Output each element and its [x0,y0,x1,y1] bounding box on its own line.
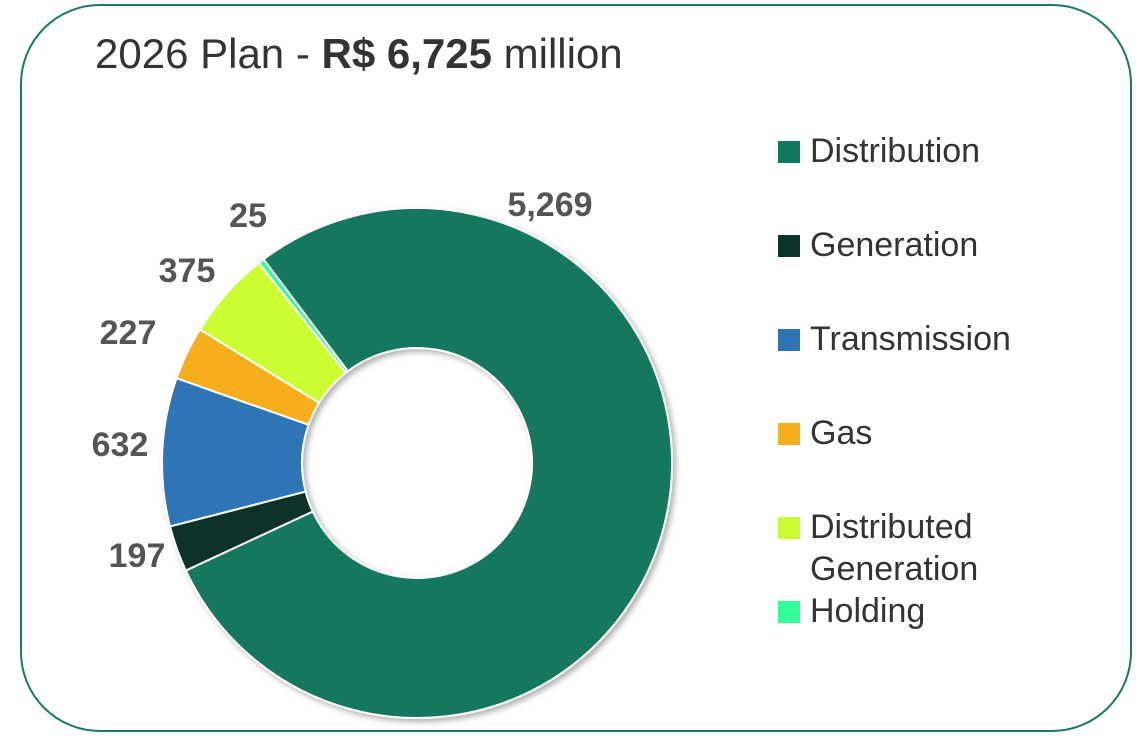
legend-swatch [778,601,800,623]
legend-item: Transmission [778,318,1018,360]
legend-label: Distributed Generation [810,508,979,588]
legend-item: Distribution [778,130,1018,172]
slice [184,207,673,719]
legend-label: Holding [810,592,926,630]
legend-label: Gas [810,414,873,452]
frame [20,4,1132,732]
legend-swatch [778,235,800,257]
slices [161,207,673,719]
legend-item: Generation [778,224,1018,266]
value-label: 227 [100,314,157,352]
legend-item: Distributed Generation [778,506,1018,590]
value-label: 197 [109,537,166,575]
title-lead: 2026 Plan - [95,30,322,77]
legend-swatch [778,329,800,351]
legend-swatch [778,517,800,539]
title-emphasis: R$ 6,725 [321,30,492,77]
legend-label: Transmission [810,320,1011,358]
legend-swatch [778,423,800,445]
legend-swatch [778,141,800,163]
legend: Distribution Generation Transmission Gas Dis… [778,130,1018,632]
legend-label: Generation [810,226,979,264]
value-label: 5,269 [507,186,592,224]
slice [257,257,350,375]
value-label: 25 [229,197,267,235]
title-tail: million [491,30,623,77]
chart-title: 2026 Plan - R$ 6,725 million [95,30,623,78]
value-label: 375 [159,252,216,290]
value-label: 632 [92,426,149,464]
legend-label: Distribution [810,132,981,170]
legend-item: Gas [778,412,1018,454]
legend-item: Holding [778,590,1018,632]
